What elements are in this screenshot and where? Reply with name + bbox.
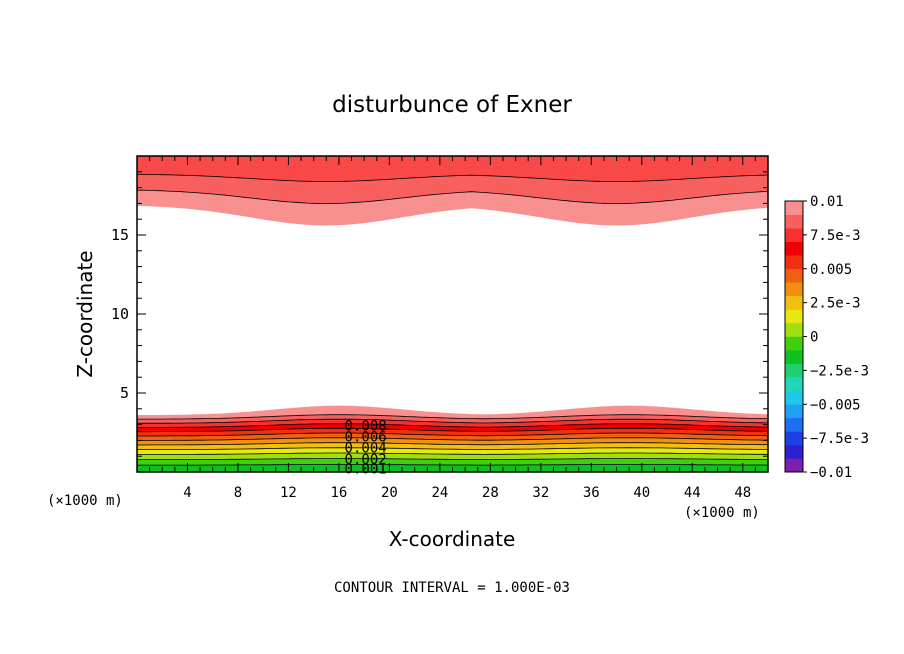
- colorbar: [784, 200, 804, 473]
- chart-title: disturbunce of Exner: [332, 92, 572, 118]
- colorbar-swatch: [785, 295, 803, 310]
- colorbar-swatch: [785, 431, 803, 446]
- x-tick-label: 4: [183, 485, 191, 501]
- bottom-band: [137, 423, 768, 432]
- x-axis-unit-left: (×1000 m): [47, 493, 123, 509]
- bottom-band: [137, 414, 768, 424]
- bottom-band: [137, 419, 768, 428]
- bottom-band: [137, 437, 768, 445]
- colorbar-swatch: [785, 444, 803, 459]
- colorbar-swatch: [785, 309, 803, 324]
- contour-line: [136, 189, 769, 204]
- colorbar-swatch: [785, 350, 803, 364]
- x-tick-label: 20: [381, 485, 398, 501]
- bottom-band: [137, 433, 768, 441]
- x-tick-label: 36: [583, 485, 600, 501]
- colorbar-swatch: [785, 255, 803, 270]
- contour-line: [136, 173, 769, 182]
- y-tick-label: 15: [111, 226, 129, 244]
- x-tick-label: 16: [330, 485, 347, 501]
- colorbar-tick-label: −7.5e-3: [810, 431, 869, 447]
- colorbar-swatch: [785, 241, 803, 256]
- x-tick-label: 32: [532, 485, 549, 501]
- contour-line: [137, 437, 769, 441]
- colorbar-tick-label: 0.005: [810, 262, 852, 278]
- contour-value-label: 0.008: [345, 419, 387, 435]
- x-tick-label: 12: [280, 485, 297, 501]
- contour-line: [137, 442, 768, 446]
- contour-value-label: 0.004: [345, 441, 387, 457]
- colorbar-tick-label: −2.5e-3: [810, 363, 869, 379]
- colorbar-labels: 0.01 7.5e-3 0.005 2.5e-3 0 −2.5e-3 −0.005 −7.5e…: [803, 194, 869, 481]
- contour-lines: [136, 173, 769, 466]
- colorbar-swatch: [785, 282, 803, 297]
- y-tick-label: 5: [120, 384, 129, 402]
- colorbar-swatch: [785, 363, 803, 378]
- contour-line: [137, 427, 769, 433]
- contour-line: [136, 418, 769, 424]
- contour-line: [137, 452, 768, 455]
- colorbar-tick-label: 7.5e-3: [810, 228, 861, 244]
- y-axis-label: Z-coordinate: [73, 250, 97, 377]
- x-tick-label: 28: [482, 485, 499, 501]
- contour-line: [137, 423, 769, 428]
- x-tick-label: 8: [234, 485, 242, 501]
- colorbar-swatch: [785, 404, 803, 419]
- bottom-band: [137, 405, 768, 420]
- colorbar-tick-label: −0.01: [810, 465, 852, 481]
- bottom-band: [137, 458, 768, 466]
- colorbar-swatch: [785, 377, 803, 391]
- x-tick-label: 48: [734, 485, 751, 501]
- colorbar-swatch: [785, 458, 803, 473]
- contour-interval-note: CONTOUR INTERVAL = 1.000E-03: [334, 580, 570, 596]
- contour-line: [137, 464, 769, 466]
- x-axis-unit-right: (×1000 m): [684, 505, 760, 521]
- colorbar-swatch: [785, 201, 803, 215]
- contour-value-label: 0.001: [345, 461, 387, 477]
- x-tick-label: 24: [431, 485, 448, 501]
- contour-value-label: 0.002: [345, 452, 387, 468]
- contour-line: [137, 458, 768, 460]
- x-tick-label: 44: [684, 485, 701, 501]
- contour-line: [137, 447, 769, 450]
- x-axis-ticks: 4 8 12 16 20 24 28 32 36 40 44 48: [149, 156, 756, 501]
- colorbar-swatch: [785, 336, 803, 351]
- colorbar-swatch: [785, 322, 803, 337]
- contour-value-label: 0.006: [345, 430, 387, 446]
- colorbar-swatch: [785, 268, 803, 283]
- top-band: [137, 156, 768, 182]
- contour-line: [137, 432, 769, 437]
- contour-line: [137, 414, 769, 420]
- colorbar-tick-label: −0.005: [810, 397, 861, 413]
- colorbar-swatch: [785, 417, 803, 432]
- colorbar-tick-label: 2.5e-3: [810, 296, 861, 312]
- y-axis-ticks: 5 10 15: [111, 171, 768, 457]
- colorbar-tick-label: 0: [810, 330, 818, 346]
- bottom-band: [137, 453, 768, 460]
- y-tick-label: 10: [111, 305, 129, 323]
- colorbar-swatch: [785, 390, 803, 405]
- colorbar-swatch: [785, 214, 803, 229]
- x-axis-label: X-coordinate: [389, 527, 516, 551]
- top-band: [137, 190, 768, 226]
- x-tick-label: 40: [633, 485, 650, 501]
- colorbar-swatch: [785, 228, 803, 242]
- bottom-band: [137, 428, 768, 436]
- colorbar-tick-label: 0.01: [810, 194, 844, 210]
